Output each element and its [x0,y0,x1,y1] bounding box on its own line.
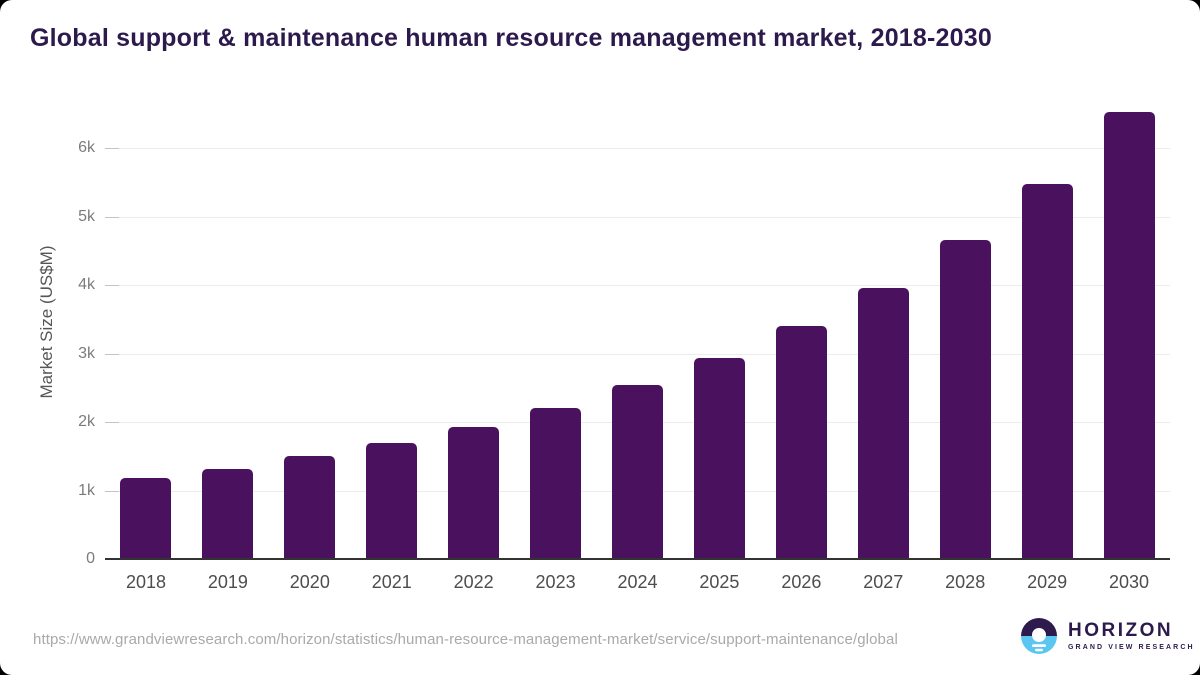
x-tick-label: 2030 [1109,572,1150,592]
x-tick-label: 2020 [289,572,330,592]
bar-2019[interactable] [202,469,254,559]
y-tick-label: 5k [78,207,95,225]
bar-2024[interactable] [612,385,663,559]
y-tick-label: 1k [78,481,95,499]
y-axis-tick [105,353,119,355]
y-axis-tick [105,148,119,149]
horizon-logo-subtitle: GRAND VIEW RESEARCH [1068,643,1195,651]
x-tick-label: 2019 [207,572,248,592]
x-tick-label: 2022 [453,572,494,592]
gridline [105,353,1170,355]
y-tick-label: 2k [78,413,95,430]
x-tick-label: 2027 [863,572,904,592]
bar-2021[interactable] [366,443,418,559]
bar-2027[interactable] [857,288,909,559]
gridline [105,216,1170,218]
horizon-logo-name: HORIZON [1068,619,1174,641]
x-tick-label: 2023 [535,572,576,592]
y-axis-tick [105,216,119,218]
chart-title: Global support & maintenance human resou… [30,24,992,52]
x-tick-label: 2026 [781,572,822,592]
y-tick-label: 3k [78,344,95,362]
horizon-logo: HORIZON GRAND VIEW RESEARCH [1019,616,1195,656]
y-tick-label: 6k [78,139,95,156]
y-axis-tick [105,490,119,492]
x-tick-label: 2024 [617,572,658,592]
horizon-logo-icon [1019,616,1059,656]
y-tick-label: 0 [86,550,95,567]
bar-2020[interactable] [284,456,336,559]
x-tick-label: 2029 [1027,572,1068,592]
gridline [105,148,1170,149]
bar-2025[interactable] [693,358,745,559]
source-url: https://www.grandviewresearch.com/horizo… [33,631,898,648]
bar-2022[interactable] [448,427,500,559]
bar-2030[interactable] [1103,111,1155,559]
bar-2026[interactable] [775,326,827,559]
y-tick-label: 4k [78,276,95,293]
bar-2029[interactable] [1021,183,1073,559]
x-tick-label: 2028 [945,572,986,592]
x-tick-label: 2025 [699,572,740,592]
bar-2018[interactable] [120,478,172,559]
x-tick-label: 2018 [125,572,166,592]
bar-2028[interactable] [939,240,991,559]
y-axis-tick [105,422,119,423]
x-axis-line [105,558,1170,560]
y-axis-tick [105,285,119,286]
gridline [105,285,1170,286]
x-tick-label: 2021 [371,572,412,592]
bar-2023[interactable] [530,408,582,559]
